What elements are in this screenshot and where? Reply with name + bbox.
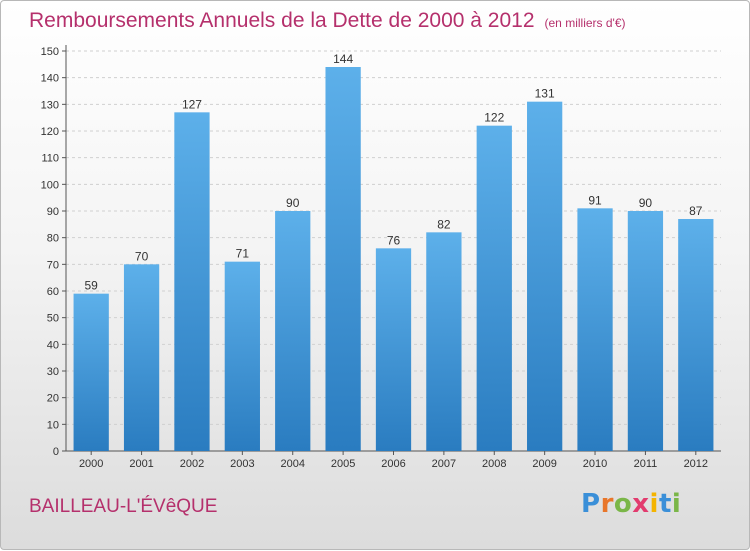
y-tick-label: 20 <box>47 393 59 405</box>
logo-letter: o <box>613 489 633 519</box>
bar-2008[interactable] <box>476 125 512 452</box>
bar-2003[interactable] <box>224 261 260 451</box>
y-tick-label: 100 <box>41 179 59 191</box>
value-label-2006: 76 <box>387 233 401 247</box>
value-label-2005: 144 <box>333 52 353 66</box>
value-label-2001: 70 <box>135 249 149 263</box>
y-tick-label: 70 <box>47 259 59 271</box>
bar-2000[interactable] <box>73 293 109 451</box>
logo-letter: r <box>600 489 614 519</box>
y-tick-label: 40 <box>47 339 59 351</box>
x-tick-label-2000: 2000 <box>79 458 103 470</box>
bar-2010[interactable] <box>577 208 613 451</box>
value-label-2003: 71 <box>236 247 250 261</box>
y-tick-label: 90 <box>47 206 59 218</box>
bar-2004[interactable] <box>275 211 311 451</box>
x-tick-label-2012: 2012 <box>684 458 708 470</box>
y-tick-label: 110 <box>41 153 59 165</box>
y-tick-label: 30 <box>47 366 59 378</box>
bar-2006[interactable] <box>375 248 412 451</box>
logo-letter: P <box>581 489 601 519</box>
logo-letter: i <box>649 489 659 519</box>
chart-title-text: Remboursements Annuels de la Dette de 20… <box>29 9 535 32</box>
y-tick-label: 80 <box>47 233 59 245</box>
x-tick-label-2011: 2011 <box>634 458 658 470</box>
bar-2005[interactable] <box>325 67 361 451</box>
bars <box>73 67 714 452</box>
value-label-2000: 59 <box>85 279 99 293</box>
x-tick-label-2010: 2010 <box>583 458 607 470</box>
y-tick-label: 120 <box>41 126 59 138</box>
axes: 0 10 20 30 40 50 60 70 80 90 100 110 120 130 140 150 200… <box>41 45 721 470</box>
logo-letter: t <box>658 489 672 519</box>
proxiti-logo[interactable]: Proxiti <box>581 489 681 519</box>
value-labels: 59 70 127 71 90 144 76 82 122 131 91 90 87 <box>85 52 703 293</box>
bar-2012[interactable] <box>678 219 714 451</box>
value-label-2002: 127 <box>182 97 202 111</box>
y-tick-label: 60 <box>47 286 59 298</box>
x-tick-label-2006: 2006 <box>381 458 405 470</box>
value-label-2011: 90 <box>639 196 653 210</box>
chart-title: Remboursements Annuels de la Dette de 20… <box>29 9 626 33</box>
x-tick-label-2003: 2003 <box>230 458 254 470</box>
value-label-2010: 91 <box>588 193 602 207</box>
value-label-2009: 131 <box>535 87 555 101</box>
x-tick-label-2001: 2001 <box>129 458 153 470</box>
x-tick-label-2005: 2005 <box>331 458 355 470</box>
bar-2001[interactable] <box>123 264 160 451</box>
value-label-2008: 122 <box>484 111 504 125</box>
x-tick-label-2002: 2002 <box>180 458 204 470</box>
y-tick-label: 140 <box>41 73 59 85</box>
logo-letter: x <box>632 489 650 519</box>
y-tick-label: 150 <box>41 46 59 58</box>
logo-letter: i <box>671 489 682 519</box>
x-tick-label-2007: 2007 <box>432 458 456 470</box>
bar-2002[interactable] <box>174 112 210 451</box>
y-tick-label: 10 <box>47 419 59 431</box>
y-tick-label: 130 <box>41 99 59 111</box>
y-tick-label: 0 <box>53 446 59 458</box>
x-tick-label-2009: 2009 <box>532 458 556 470</box>
bar-2009[interactable] <box>527 101 563 452</box>
x-tick-label-2004: 2004 <box>280 458 304 470</box>
value-label-2004: 90 <box>286 196 300 210</box>
value-label-2012: 87 <box>689 204 703 218</box>
value-label-2007: 82 <box>437 217 451 231</box>
bar-2007[interactable] <box>426 232 462 451</box>
bar-2011[interactable] <box>627 211 664 451</box>
y-tick-label: 50 <box>47 313 59 325</box>
chart-unit: (en milliers d'€) <box>544 16 626 30</box>
x-tick-label-2008: 2008 <box>482 458 506 470</box>
place-name: BAILLEAU-L'ÉVêQUE <box>29 496 218 517</box>
